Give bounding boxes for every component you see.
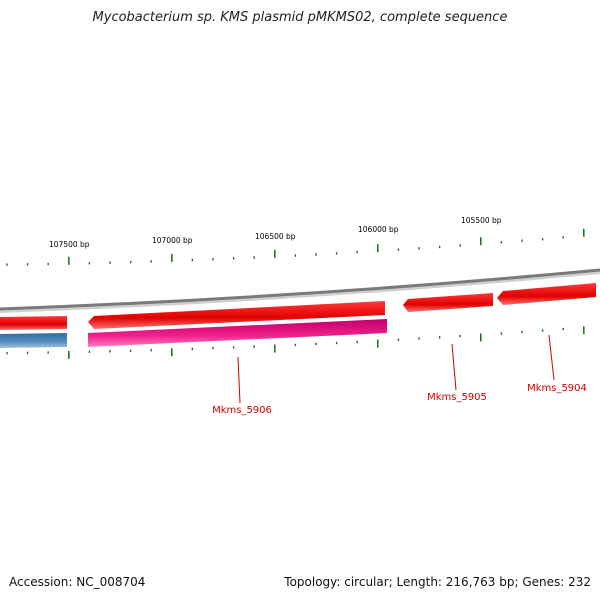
blue-feature-partial[interactable] [0,333,67,348]
map-title: Mycobacterium sp. KMS plasmid pMKMS02, c… [92,10,508,25]
sequence-stats: Topology: circular; Length: 216,763 bp; … [284,575,591,589]
gene-label-mkms-5904[interactable]: Mkms_5904 [527,383,587,394]
ruler-label: 106000 bp [358,225,399,234]
backbone-shadow [0,270,600,313]
backbone [0,268,600,311]
leader-line-mkms-5905 [451,343,457,391]
outer-ruler-ticks [6,228,585,266]
accession-label: Accession: NC_008704 [9,575,146,589]
gene-label-mkms-5906[interactable]: Mkms_5906 [212,405,272,416]
leader-line-mkms-5904 [548,334,555,381]
gene-label-mkms-5905[interactable]: Mkms_5905 [427,392,487,403]
gene-arrow-mkms-5904[interactable] [497,283,596,305]
gene-arrow-left-partial[interactable] [0,316,67,330]
ruler-label: 106500 bp [255,232,296,241]
gene-arrow-mkms-5906-upper[interactable] [88,301,385,329]
gene-arrow-mkms-5905[interactable] [403,293,493,312]
highlighted-gene-mkms-5906[interactable] [88,319,387,347]
ruler-label: 107500 bp [49,240,90,249]
ruler-label: 105500 bp [461,216,502,225]
inner-ruler-ticks [6,326,585,359]
ruler-label: 107000 bp [152,236,193,245]
leader-line-mkms-5906 [237,356,241,404]
